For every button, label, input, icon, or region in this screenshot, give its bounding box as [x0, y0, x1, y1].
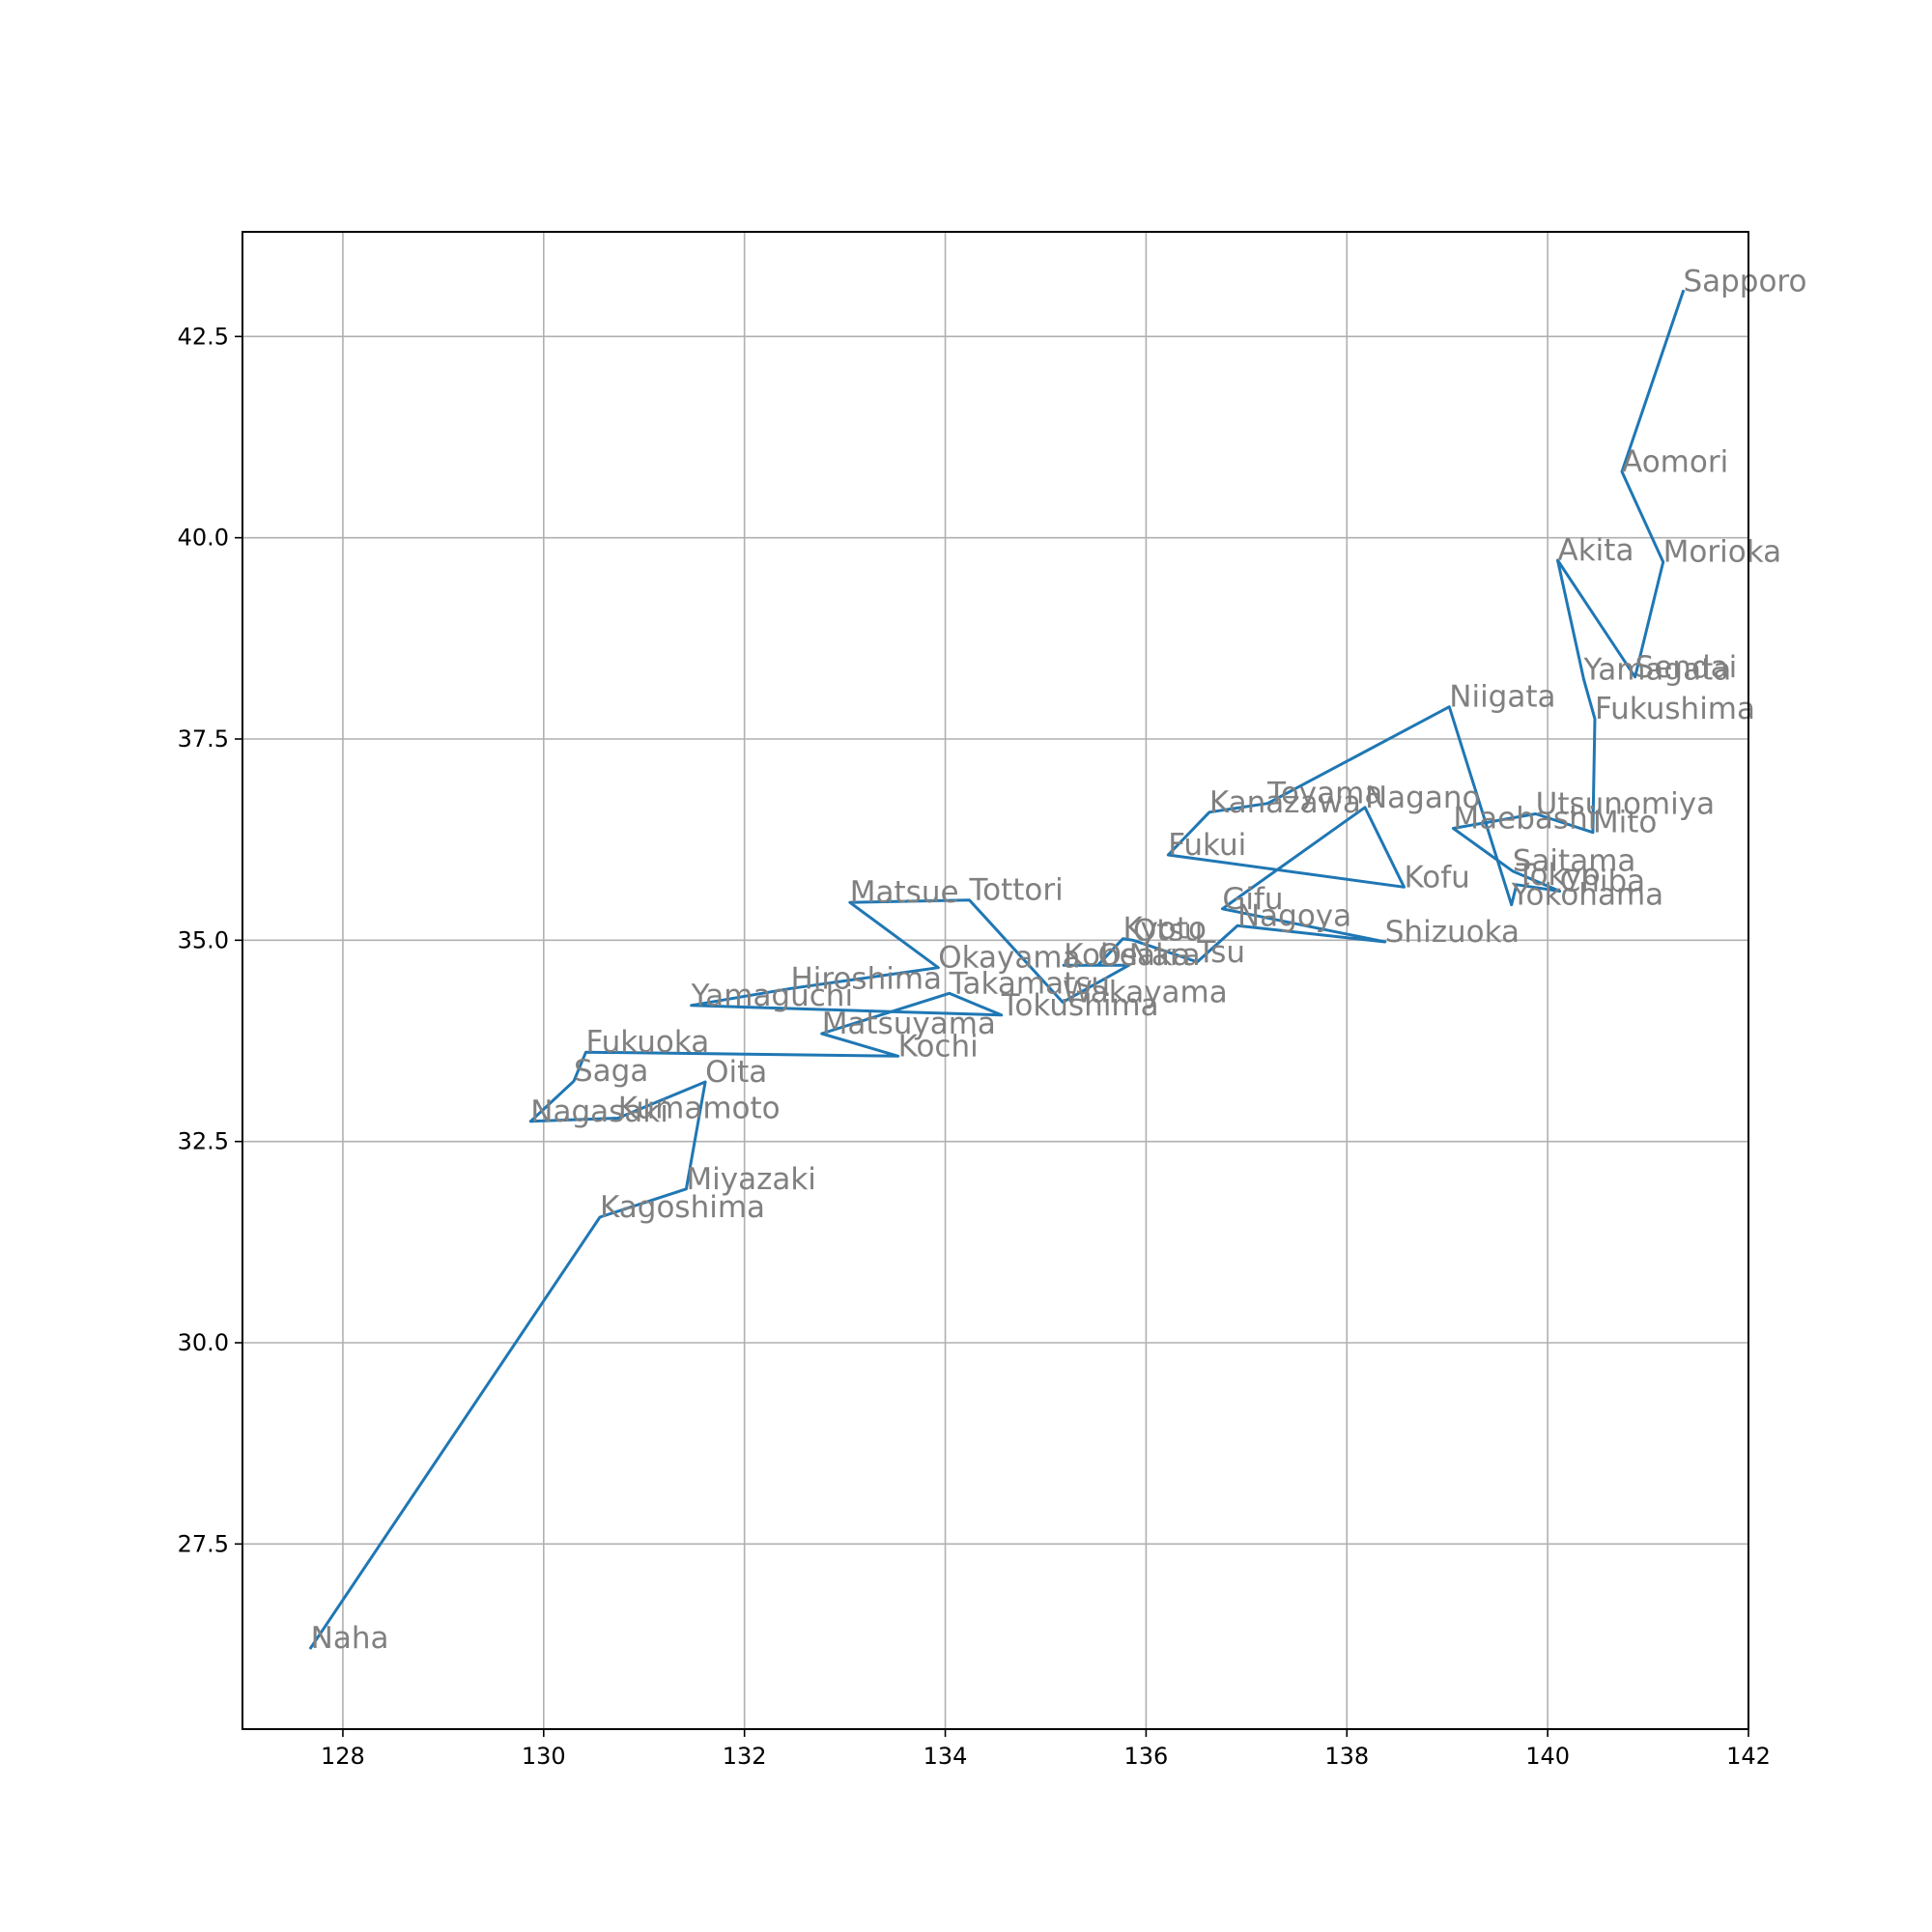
- x-tick-label: 138: [1324, 1743, 1369, 1770]
- city-label-kumamoto: Kumamoto: [618, 1092, 781, 1126]
- city-label-hiroshima: Hiroshima: [790, 961, 942, 996]
- city-label-kochi: Kochi: [898, 1029, 979, 1064]
- city-label-tokushima: Tokushima: [1001, 988, 1159, 1023]
- x-tick-label: 130: [522, 1743, 566, 1770]
- city-label-kyoto: Kyoto: [1122, 912, 1207, 947]
- y-tick-label: 30.0: [178, 1329, 229, 1356]
- city-label-oita: Oita: [705, 1055, 767, 1090]
- x-tick-label: 142: [1726, 1743, 1771, 1770]
- plot-frame: [242, 231, 1749, 1730]
- city-label-maebashi: Maebashi: [1453, 802, 1596, 837]
- city-label-toyama: Toyama: [1266, 777, 1382, 811]
- city-label-osaka: Osaka: [1098, 938, 1191, 973]
- city-label-tottori: Tottori: [968, 873, 1063, 908]
- point-labels: Sapporo Aomori Morioka Sendai Akita Yamagata F…: [311, 265, 1807, 1656]
- city-label-fukui: Fukui: [1168, 828, 1246, 863]
- city-label-tokyo: Tokyo: [1516, 858, 1601, 893]
- y-tick-label: 27.5: [178, 1530, 229, 1557]
- city-label-nara: Nara: [1129, 938, 1201, 973]
- x-tick-label: 140: [1525, 1743, 1570, 1770]
- city-label-mito: Mito: [1593, 806, 1657, 840]
- city-label-kofu: Kofu: [1405, 860, 1470, 895]
- city-label-niigata: Niigata: [1449, 680, 1555, 715]
- city-label-okayama: Okayama: [938, 941, 1080, 976]
- city-label-yamaguchi: Yamaguchi: [691, 979, 854, 1013]
- city-label-kagoshima: Kagoshima: [600, 1190, 765, 1225]
- grid: [242, 232, 1749, 1729]
- city-label-nagoya: Nagoya: [1237, 898, 1351, 933]
- x-tick-label: 128: [321, 1743, 365, 1770]
- y-tick-label: 32.5: [178, 1128, 229, 1155]
- city-label-saitama: Saitama: [1513, 844, 1636, 879]
- city-label-nagano: Nagano: [1365, 781, 1480, 815]
- y-tick-label: 42.5: [178, 323, 229, 350]
- city-label-shizuoka: Shizuoka: [1385, 915, 1520, 950]
- city-label-otsu: Otsu: [1133, 913, 1203, 948]
- city-label-miyazaki: Miyazaki: [686, 1162, 816, 1197]
- city-label-yamagata: Yamagata: [1583, 652, 1732, 687]
- x-tick-label: 132: [723, 1743, 767, 1770]
- city-label-tsu: Tsu: [1196, 935, 1245, 970]
- city-label-utsunomiya: Utsunomiya: [1536, 787, 1715, 822]
- city-label-fukushima: Fukushima: [1595, 692, 1755, 726]
- city-label-sapporo: Sapporo: [1683, 265, 1806, 299]
- x-tick-label: 136: [1123, 1743, 1168, 1770]
- route-series-line: [308, 289, 1686, 1650]
- city-label-sendai: Sendai: [1635, 650, 1738, 685]
- axis-ticks: 128 130 132 134 136 138 140 142 27.5 30.0 32.5 35.0…: [178, 323, 1771, 1770]
- series-layer: [308, 289, 1686, 1650]
- city-label-nagasaki: Nagasaki: [530, 1094, 668, 1129]
- y-tick-label: 37.5: [178, 725, 229, 753]
- city-label-gifu: Gifu: [1222, 882, 1283, 917]
- city-label-saga: Saga: [574, 1054, 648, 1089]
- city-label-kobe: Kobe: [1064, 938, 1138, 973]
- city-label-morioka: Morioka: [1663, 535, 1781, 570]
- city-label-akita: Akita: [1558, 533, 1634, 568]
- city-label-yokohama: Yokohama: [1511, 878, 1663, 913]
- x-tick-label: 134: [923, 1743, 968, 1770]
- city-label-naha: Naha: [311, 1621, 389, 1656]
- city-label-wakayama: Wakayama: [1063, 976, 1228, 1010]
- city-label-matsue: Matsue: [850, 875, 959, 910]
- city-label-chiba: Chiba: [1560, 865, 1646, 899]
- y-tick-label: 40.0: [178, 525, 229, 552]
- city-label-takamatsu: Takamatsu: [949, 966, 1110, 1001]
- city-label-matsuyama: Matsuyama: [822, 1007, 996, 1041]
- city-label-fukuoka: Fukuoka: [585, 1025, 709, 1060]
- city-label-kanazawa: Kanazawa: [1209, 785, 1361, 820]
- city-label-aomori: Aomori: [1622, 444, 1728, 479]
- y-tick-label: 35.0: [178, 926, 229, 953]
